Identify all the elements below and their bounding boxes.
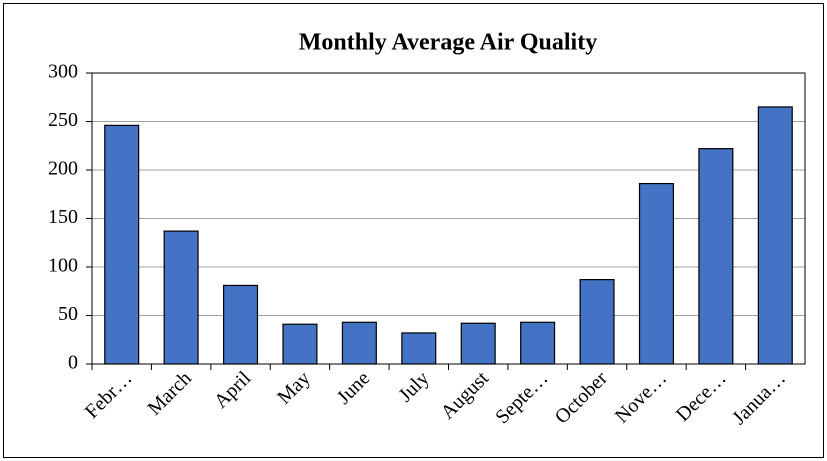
- y-tick-label: 100: [48, 255, 78, 277]
- y-tick-label: 0: [68, 352, 78, 374]
- y-tick-label: 300: [48, 61, 78, 83]
- y-tick-label: 250: [48, 109, 78, 131]
- bar: [579, 279, 615, 365]
- bar: [163, 230, 199, 365]
- y-tick-label: 50: [58, 303, 78, 325]
- bar: [460, 322, 496, 365]
- bar: [638, 182, 674, 365]
- y-tick-label: 200: [48, 158, 78, 180]
- bar: [282, 323, 318, 365]
- bar: [520, 321, 556, 365]
- bar: [223, 284, 259, 365]
- bar: [698, 148, 734, 365]
- chart-border: [3, 3, 824, 458]
- bar: [757, 106, 793, 365]
- chart-title: Monthly Average Air Quality: [299, 30, 597, 56]
- y-tick-label: 150: [48, 206, 78, 228]
- bar: [104, 124, 140, 365]
- bar: [341, 321, 377, 365]
- bar: [401, 332, 437, 365]
